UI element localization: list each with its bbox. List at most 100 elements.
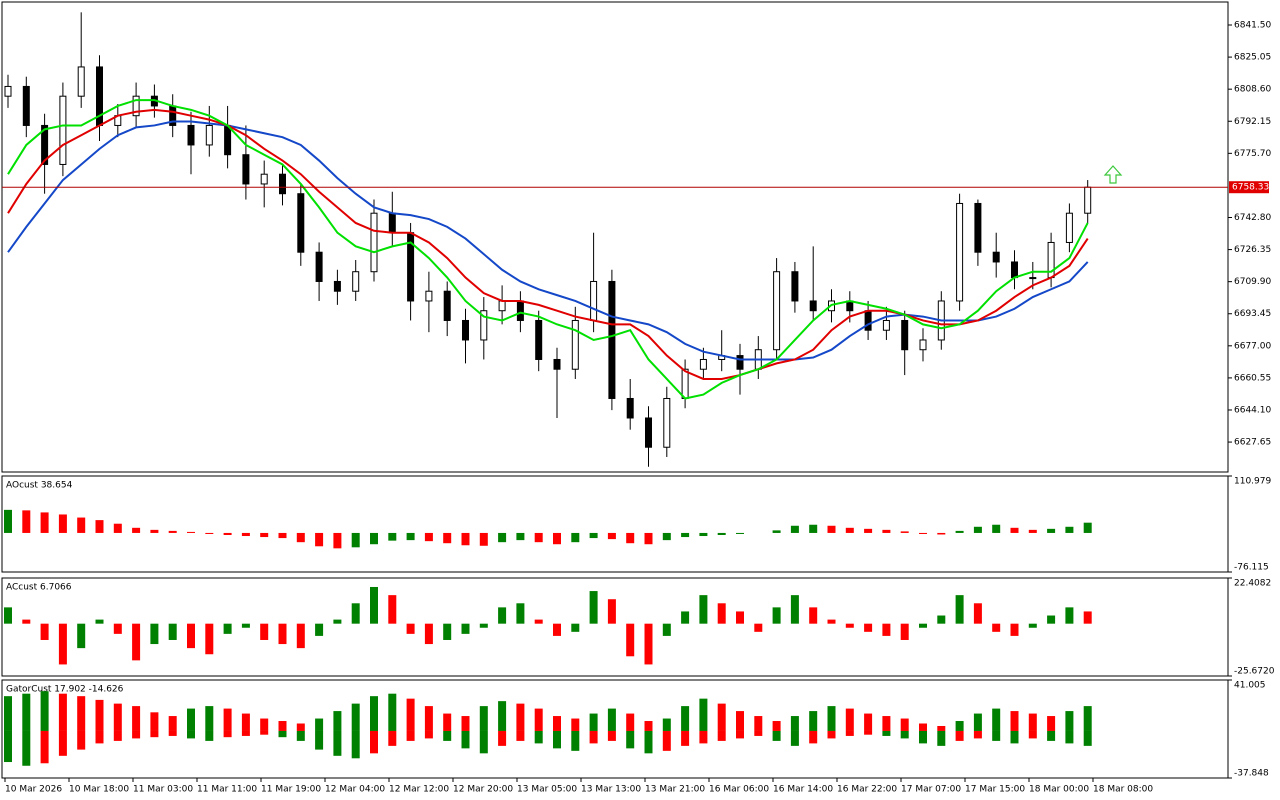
time-label: 11 Mar 11:00 <box>197 785 257 795</box>
gator-bar <box>388 693 397 731</box>
candle-body <box>864 310 872 331</box>
time-label: 11 Mar 03:00 <box>133 785 193 795</box>
gator-bar <box>516 730 525 741</box>
gator-bar <box>241 730 250 736</box>
candle-body <box>553 358 561 370</box>
histogram-bar <box>1083 522 1092 533</box>
panel-frame <box>1 1 1229 473</box>
gator-bar <box>150 712 159 731</box>
histogram-bar <box>150 623 159 645</box>
histogram-bar <box>58 623 67 665</box>
histogram-bar <box>150 529 159 533</box>
gator-bar <box>113 730 122 741</box>
gator-bar <box>1065 730 1074 744</box>
time-label: 13 Mar 13:00 <box>581 785 641 795</box>
gator-bar <box>882 730 891 736</box>
histogram-bar <box>22 619 31 624</box>
candle-body <box>645 417 652 448</box>
histogram-bar <box>370 586 378 624</box>
gator-bar <box>1047 716 1056 731</box>
histogram-bar <box>498 532 507 543</box>
histogram-bar <box>40 512 49 533</box>
price-label: 6758.33 <box>1232 183 1269 193</box>
indicator-title: GatorCust 17.902 -14.626 <box>6 685 124 695</box>
histogram-bar <box>955 595 964 624</box>
y-tick-label: 6726.35 <box>1234 245 1271 255</box>
gator-bar <box>864 713 873 731</box>
histogram-bar <box>443 623 452 640</box>
candle-body <box>388 212 396 234</box>
gator-bar <box>77 730 86 750</box>
histogram-bar <box>479 623 488 628</box>
candle-body <box>443 290 451 321</box>
time-label: 10 Mar 18:00 <box>69 785 129 795</box>
candle-body <box>974 202 982 253</box>
gator-bar <box>607 708 616 731</box>
gator-bar <box>296 723 305 731</box>
histogram-bar <box>589 591 598 624</box>
gator-bar <box>900 718 909 731</box>
candle-body <box>297 193 305 253</box>
histogram-bar <box>827 525 836 533</box>
gator-bar <box>790 730 799 746</box>
histogram-bar <box>626 532 635 544</box>
candle-body <box>608 280 616 399</box>
gator-bar <box>241 713 250 731</box>
gator-bar <box>644 730 653 754</box>
gator-bar <box>479 730 488 754</box>
histogram-bar <box>205 532 214 534</box>
histogram-bar <box>278 532 287 539</box>
candle-body <box>1065 212 1073 243</box>
gator-bar <box>1028 713 1037 731</box>
gator-bar <box>955 730 964 741</box>
time-label: 13 Mar 05:00 <box>517 785 577 795</box>
gator-bar <box>113 703 122 731</box>
histogram-bar <box>461 532 470 546</box>
candle-body <box>370 212 378 273</box>
gator-bar <box>809 711 818 731</box>
histogram-bar <box>113 523 122 533</box>
gator-bar <box>571 718 580 731</box>
candle-body <box>77 66 85 97</box>
histogram-bar <box>809 607 818 624</box>
gator-bar <box>4 696 12 731</box>
gator-bar <box>845 730 854 736</box>
candle-body <box>956 202 964 302</box>
y-tick-label: 6841.50 <box>1234 21 1271 31</box>
histogram-bar <box>607 532 616 540</box>
gator-bar <box>553 730 561 749</box>
candle-body <box>571 319 579 370</box>
y-tick-label: 22.4082 <box>1234 579 1271 589</box>
y-tick-label: 6775.70 <box>1234 149 1271 159</box>
panel-frame <box>1 679 1229 779</box>
histogram-bar <box>1028 529 1037 533</box>
candle-body <box>1029 277 1037 280</box>
gator-bar <box>260 730 269 735</box>
histogram-bar <box>187 623 195 649</box>
candle-body <box>187 124 195 146</box>
histogram-bar <box>351 603 360 624</box>
gator-bar <box>351 730 360 759</box>
indicator-title: AOcust 38.654 <box>6 481 73 491</box>
gator-bar <box>626 713 635 731</box>
gator-bar <box>534 708 543 731</box>
histogram-bar <box>644 623 653 665</box>
y-tick-label: -76.115 <box>1234 563 1269 573</box>
candle-body <box>663 397 671 448</box>
gator-bar <box>424 706 433 731</box>
gator-bar <box>132 730 141 739</box>
candle-body <box>4 85 12 97</box>
histogram-bar <box>333 619 342 624</box>
y-tick-label: 6825.05 <box>1234 53 1271 63</box>
histogram-bar <box>296 532 305 543</box>
gator-bar <box>40 691 49 731</box>
gator-bar <box>370 696 378 731</box>
gator-bar <box>260 718 269 731</box>
candle-body <box>809 300 817 312</box>
histogram-bar <box>589 532 598 539</box>
histogram-bar <box>534 619 543 624</box>
candle-body <box>480 310 488 341</box>
gator-bar <box>717 730 726 741</box>
